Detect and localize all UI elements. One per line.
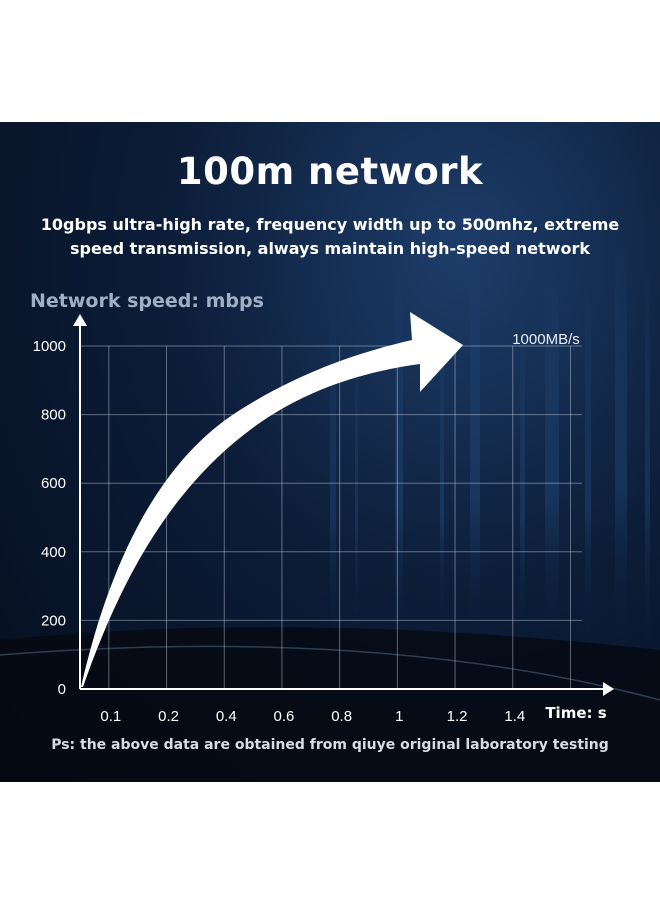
x-tick-label: 0.8 <box>331 708 352 725</box>
footnote: Ps: the above data are obtained from qiu… <box>51 737 609 753</box>
y-tick-label: 400 <box>41 544 66 561</box>
max-speed-annotation: 1000MB/s <box>512 331 580 348</box>
x-tick-label: 0.2 <box>158 708 179 725</box>
subtitle-line-2: speed transmission, always maintain high… <box>69 239 591 258</box>
y-tick-label: 800 <box>41 407 66 424</box>
y-axis-arrow-icon <box>73 314 87 326</box>
y-tick-label: 1000 <box>33 338 66 355</box>
x-tick-label: 0.6 <box>274 708 295 725</box>
subtitle-line-1: 10gbps ultra-high rate, frequency width … <box>40 215 620 234</box>
x-tick-label: 0.4 <box>216 708 237 725</box>
page-title: 100m network <box>176 150 484 193</box>
y-tick-label: 0 <box>58 681 66 698</box>
x-axis-title: Time: s <box>545 704 606 722</box>
road-line <box>0 645 660 701</box>
x-tick-label: 1.2 <box>447 708 468 725</box>
x-tick-label: 0.1 <box>100 708 121 725</box>
y-tick-label: 600 <box>41 475 66 492</box>
x-axis-arrow-icon <box>603 682 614 696</box>
speed-curve-arrow <box>81 312 463 687</box>
y-tick-label: 200 <box>41 612 66 629</box>
background-streaks <box>330 230 650 660</box>
y-axis-title: Network speed: mbps <box>30 290 264 312</box>
subtitle: 10gbps ultra-high rate, frequency width … <box>10 213 650 261</box>
x-tick-label: 1 <box>395 708 403 725</box>
x-tick-label: 1.4 <box>504 708 525 725</box>
